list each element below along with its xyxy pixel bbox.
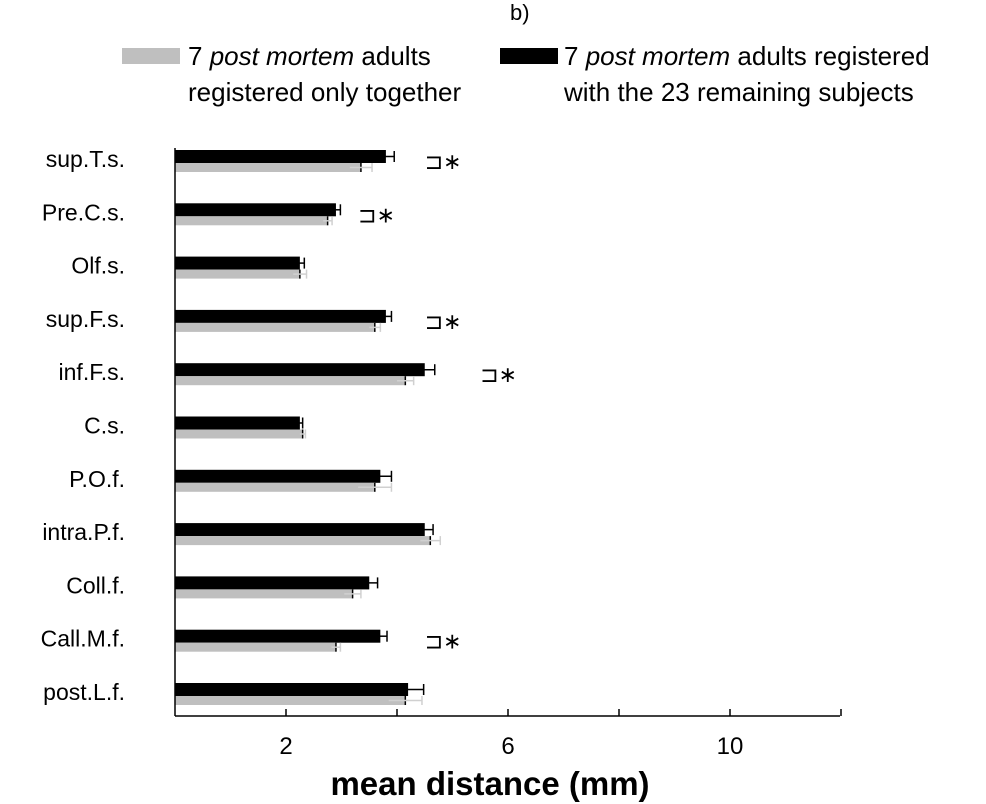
legend-2-suffix: adults registered bbox=[730, 41, 930, 71]
category-label: post.L.f. bbox=[43, 679, 125, 705]
bar-series-gray bbox=[175, 589, 353, 599]
bar-series-gray bbox=[175, 696, 406, 705]
bar-series-gray bbox=[175, 322, 375, 332]
bar-series-black bbox=[175, 203, 336, 217]
panel-label: b) bbox=[510, 0, 530, 25]
bar-series-gray bbox=[175, 216, 328, 226]
legend-swatch-gray bbox=[122, 48, 180, 64]
category-label: sup.T.s. bbox=[46, 146, 125, 172]
category-label: Call.M.f. bbox=[41, 626, 125, 652]
category-label: sup.F.s. bbox=[46, 306, 125, 332]
significance-marker: ⊐∗ bbox=[425, 630, 462, 655]
bars bbox=[175, 150, 442, 705]
category-label: intra.P.f. bbox=[42, 519, 125, 545]
bar-series-gray bbox=[175, 642, 336, 652]
bar-series-gray bbox=[175, 376, 406, 386]
bar-series-black bbox=[175, 150, 386, 163]
bar-series-black bbox=[175, 576, 370, 590]
legend-1-suffix: adults bbox=[354, 41, 431, 71]
legend-swatch-black bbox=[500, 48, 558, 64]
category-label: Olf.s. bbox=[71, 253, 125, 279]
category-label: Pre.C.s. bbox=[42, 199, 125, 225]
bar-series-gray bbox=[175, 163, 361, 172]
significance-marker: ⊐∗ bbox=[358, 203, 395, 228]
bar-series-gray bbox=[175, 429, 303, 439]
bar-series-black bbox=[175, 523, 425, 537]
x-axis-title: mean distance (mm) bbox=[330, 765, 649, 802]
category-label: P.O.f. bbox=[69, 466, 125, 492]
significance-marker: ⊐∗ bbox=[425, 150, 462, 175]
bar-series-black bbox=[175, 309, 386, 323]
bar-series-gray bbox=[175, 269, 300, 279]
legend-text-2: 7 post mortem adults registered with the… bbox=[564, 38, 984, 110]
category-labels: sup.T.s. Pre.C.s. Olf.s. sup.F.s. inf.F.s. C.… bbox=[41, 146, 125, 705]
legend-1-prefix: 7 bbox=[188, 41, 210, 71]
significance-markers: ⊐∗ ⊐∗ ⊐∗ ⊐∗ ⊐∗ bbox=[358, 150, 517, 655]
significance-marker: ⊐∗ bbox=[425, 310, 462, 335]
category-label: Coll.f. bbox=[66, 572, 125, 598]
legend-1-italic: post mortem bbox=[209, 41, 355, 71]
category-label: inf.F.s. bbox=[59, 359, 125, 385]
significance-marker: ⊐∗ bbox=[480, 363, 517, 388]
bar-series-black bbox=[175, 256, 300, 270]
axes: 2 6 10 bbox=[174, 148, 842, 760]
bar-series-gray bbox=[175, 482, 375, 492]
bar-series-black bbox=[175, 363, 425, 377]
x-tick-label: 10 bbox=[717, 733, 744, 760]
legend-1-line2: registered only together bbox=[188, 77, 462, 107]
x-tick-label: 6 bbox=[501, 733, 514, 760]
bar-series-black bbox=[175, 683, 409, 696]
legend-2-italic: post mortem bbox=[585, 41, 731, 71]
legend-text-1: 7 post mortem adults registered only tog… bbox=[188, 38, 518, 110]
legend-2-line2: with the 23 remaining subjects bbox=[564, 77, 914, 107]
bar-series-black bbox=[175, 629, 381, 643]
bar-series-black bbox=[175, 469, 381, 483]
legend-2-prefix: 7 bbox=[564, 41, 586, 71]
category-label: C.s. bbox=[84, 413, 125, 439]
bar-series-black bbox=[175, 416, 300, 430]
bar-series-gray bbox=[175, 536, 431, 546]
x-tick-label: 2 bbox=[279, 733, 292, 760]
